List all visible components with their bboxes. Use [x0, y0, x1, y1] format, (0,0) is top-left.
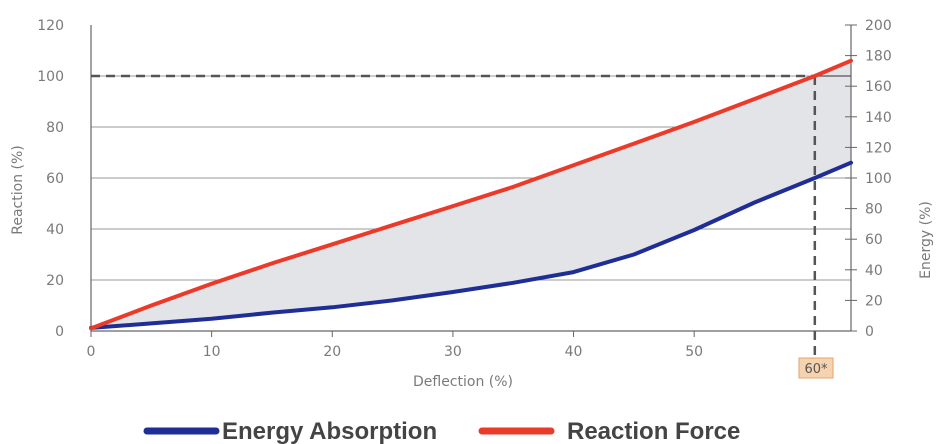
legend-label-reaction-force: Reaction Force	[567, 418, 740, 444]
y2-tick-label: 40	[865, 263, 883, 279]
y-tick-label: 120	[37, 18, 64, 34]
x-tick-label: 20	[323, 344, 341, 360]
x-tick-label: 30	[444, 344, 462, 360]
y2-axis-label: Energy (%)	[918, 201, 934, 279]
reaction-force-line	[89, 58, 853, 331]
x-tick-label: 10	[203, 344, 221, 360]
x-axis-label: Deflection (%)	[413, 374, 513, 390]
y2-tick-label: 0	[865, 324, 874, 340]
y2-tick-label: 180	[865, 49, 892, 65]
y2-tick-label: 160	[865, 79, 892, 95]
energy-absorption-line	[89, 160, 853, 330]
reference-marker-label: 60*	[804, 362, 828, 377]
reference-lines	[91, 74, 851, 358]
reference-marker: 60*	[798, 357, 834, 379]
legend-label-energy-absorption: Energy Absorption	[222, 418, 437, 444]
y-tick-label: 40	[46, 222, 64, 238]
y2-tick-label: 200	[865, 18, 892, 34]
y-tick-label: 80	[46, 120, 64, 136]
x-tick-label: 50	[685, 344, 703, 360]
y2-tick-label: 20	[865, 293, 883, 309]
y2-tick-label: 80	[865, 202, 883, 218]
y2-tick-label: 120	[865, 140, 892, 156]
series-lines	[89, 58, 853, 331]
y2-tick-label: 60	[865, 232, 883, 248]
y2-tick-label: 140	[865, 110, 892, 126]
y-tick-label: 60	[46, 171, 64, 187]
y-tick-label: 100	[37, 69, 64, 85]
x-tick-label: 40	[565, 344, 583, 360]
tick-labels: 0204060801001200204060801001201401601802…	[37, 18, 891, 360]
reference-marker-box	[798, 357, 834, 379]
legend: Energy Absorption Reaction Force	[143, 418, 740, 444]
x-tick-label: 0	[87, 344, 96, 360]
y-tick-label: 0	[55, 324, 64, 340]
y2-tick-label: 100	[865, 171, 892, 187]
y-axis-label: Reaction (%)	[10, 145, 26, 234]
y-tick-label: 20	[46, 273, 64, 289]
